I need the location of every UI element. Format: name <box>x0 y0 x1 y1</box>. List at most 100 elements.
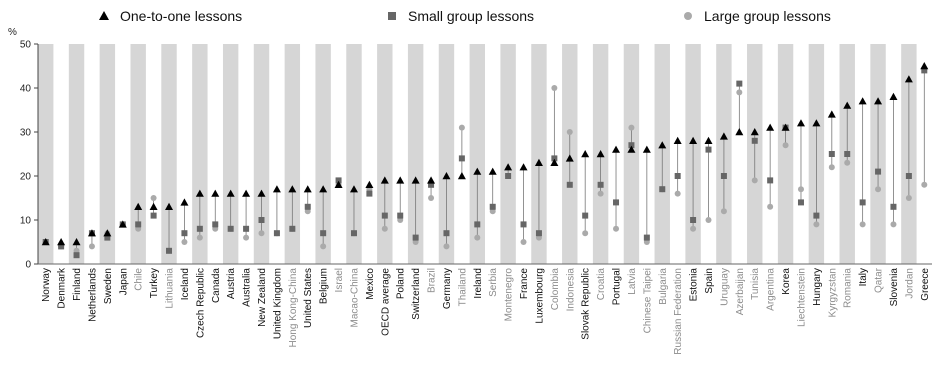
y-tick-label: 0 <box>25 260 31 271</box>
one-to-one-point <box>165 202 174 210</box>
legend-marker-circle <box>684 12 692 20</box>
country-label: Spain <box>704 268 715 294</box>
large-group-point <box>782 142 789 149</box>
country-label: Macao-China <box>349 268 360 328</box>
small-group-point <box>243 225 250 232</box>
small-group-point <box>273 230 280 237</box>
large-group-point <box>859 221 866 228</box>
country-label: United Kingdom <box>272 268 283 339</box>
country-label: Bulgaria <box>658 268 669 305</box>
one-to-one-point <box>195 189 204 197</box>
country-label: Finland <box>72 268 83 301</box>
large-group-point <box>582 230 589 237</box>
one-to-one-point <box>365 180 374 188</box>
country-label: Austria <box>226 268 237 300</box>
large-group-point <box>443 243 450 250</box>
small-group-point <box>705 146 712 153</box>
small-group-point <box>566 181 573 188</box>
one-to-one-point <box>627 145 636 153</box>
small-group-point <box>828 151 835 157</box>
country-label: Qatar <box>874 267 885 293</box>
country-label: Portugal <box>612 268 623 305</box>
large-group-point <box>628 124 635 131</box>
large-group-point <box>428 195 435 201</box>
one-to-one-point <box>134 202 143 210</box>
one-to-one-point <box>673 136 682 144</box>
one-to-one-point <box>781 123 790 131</box>
large-group-point <box>381 225 388 232</box>
country-label: Iceland <box>180 268 191 300</box>
large-group-point <box>88 243 95 250</box>
legend: One-to-one lessons Small group lessons Lar… <box>99 8 831 24</box>
country-label: Canada <box>211 268 222 303</box>
small-group-point <box>381 212 388 219</box>
y-axis-label: % <box>8 27 17 38</box>
small-group-point <box>674 173 681 179</box>
one-to-one-point <box>565 154 574 162</box>
column-stripe <box>192 44 208 264</box>
one-to-one-point <box>488 167 497 175</box>
large-group-point <box>813 221 820 228</box>
column-stripe <box>777 44 794 264</box>
one-to-one-point <box>658 141 667 149</box>
large-group-point <box>690 225 697 232</box>
one-to-one-point <box>272 185 281 193</box>
small-group-point <box>628 142 635 149</box>
small-group-point <box>397 212 404 219</box>
one-to-one-point <box>72 238 81 246</box>
country-label: Belgium <box>319 268 330 304</box>
large-group-point <box>196 234 203 241</box>
small-group-point <box>412 234 419 241</box>
country-label: Czech Republic <box>195 268 206 338</box>
large-group-point <box>828 164 835 171</box>
country-label: Korea <box>781 268 792 295</box>
small-group-point <box>736 80 743 87</box>
small-group-point <box>150 212 157 219</box>
column-stripe <box>346 44 362 264</box>
one-to-one-point <box>550 158 559 166</box>
x-axis-labels: Norway Denmark Finland Netherlands Sweden Jap… <box>41 267 931 355</box>
small-group-point <box>304 203 311 210</box>
small-group-point <box>643 234 650 241</box>
country-label: OECD average <box>380 268 391 336</box>
large-group-point <box>597 190 604 197</box>
country-label: Israel <box>334 268 345 292</box>
small-group-point <box>582 212 589 219</box>
large-group-point <box>320 243 327 250</box>
one-to-one-point <box>766 123 775 131</box>
column-stripe <box>407 44 424 264</box>
country-label: Uruguay <box>719 268 730 306</box>
column-stripe <box>500 44 516 264</box>
country-label: Azerbaijan <box>735 268 746 315</box>
country-label: Indonesia <box>565 268 576 312</box>
country-label: Sweden <box>103 268 114 304</box>
small-group-point <box>350 230 357 237</box>
small-group-point <box>443 230 450 237</box>
large-group-point <box>797 186 804 193</box>
large-group-point <box>720 208 727 215</box>
large-group-point <box>551 85 558 91</box>
large-group-point <box>243 234 250 241</box>
column-stripe <box>438 44 455 264</box>
country-label: Colombia <box>550 268 561 311</box>
small-group-point <box>135 221 142 228</box>
country-label: Slovenia <box>889 268 900 307</box>
country-label: Brazil <box>427 268 438 293</box>
column-stripe <box>130 44 146 264</box>
one-to-one-point <box>57 238 66 246</box>
one-to-one-point <box>504 163 513 171</box>
one-to-one-point <box>689 136 698 144</box>
one-to-one-point <box>319 185 328 193</box>
small-group-point <box>289 225 296 232</box>
one-to-one-point <box>843 101 852 109</box>
small-group-point <box>366 190 373 197</box>
large-group-point <box>875 186 882 193</box>
country-label: Australia <box>242 268 253 307</box>
country-label: Thailand <box>457 268 468 306</box>
large-group-point <box>751 177 758 184</box>
one-to-one-point <box>226 189 235 197</box>
data-points <box>41 62 929 259</box>
one-to-one-point <box>612 145 621 153</box>
one-to-one-point <box>642 145 651 153</box>
one-to-one-point <box>581 150 590 158</box>
